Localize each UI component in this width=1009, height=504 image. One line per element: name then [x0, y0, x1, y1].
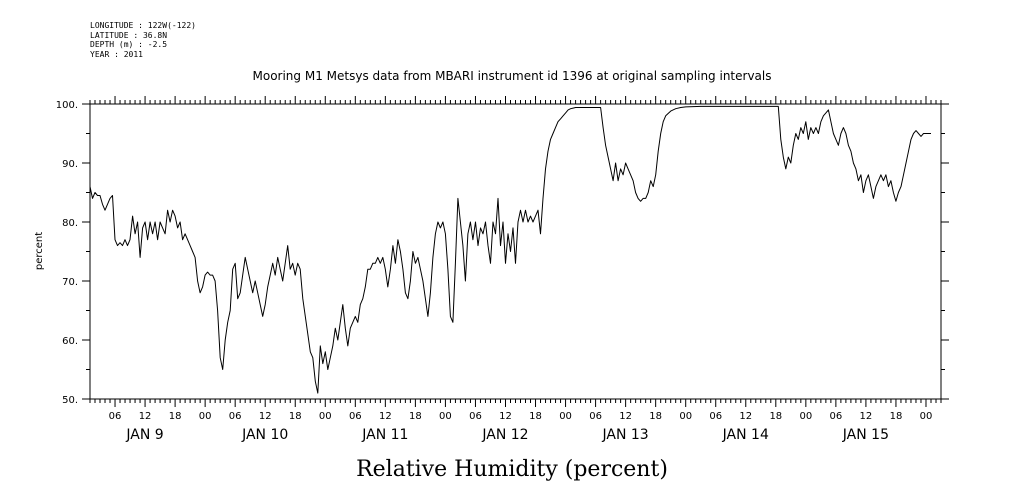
y-tick-label: 70. — [62, 277, 78, 288]
x-hour-label: 06 — [589, 411, 602, 422]
x-day-label: JAN 9 — [125, 427, 163, 443]
chart-title: Mooring M1 Metsys data from MBARI instru… — [253, 69, 772, 83]
x-hour-label: 06 — [469, 411, 482, 422]
x-hour-label: 18 — [769, 411, 782, 422]
x-hour-label: 12 — [259, 411, 272, 422]
humidity-series-line — [89, 105, 931, 394]
x-hour-label: 18 — [529, 411, 542, 422]
x-hour-label: 06 — [709, 411, 722, 422]
x-hour-label: 00 — [439, 411, 452, 422]
x-hour-label: 00 — [199, 411, 212, 422]
y-tick-label: 80. — [62, 218, 78, 229]
y-tick-label: 50. — [62, 395, 78, 406]
x-hour-label: 06 — [349, 411, 362, 422]
x-hour-label: 18 — [890, 411, 903, 422]
x-hour-label: 06 — [830, 411, 843, 422]
meta-longitude: LONGITUDE : 122W(-122) — [90, 21, 196, 30]
x-hour-label: 18 — [649, 411, 662, 422]
x-hour-label: 12 — [139, 411, 152, 422]
x-day-label: JAN 11 — [361, 427, 408, 443]
x-day-label: JAN 10 — [241, 427, 288, 443]
metadata-block: LONGITUDE : 122W(-122) LATITUDE : 36.8N … — [90, 21, 196, 59]
x-hour-label: 00 — [319, 411, 332, 422]
x-day-label: JAN 13 — [602, 427, 649, 443]
x-hour-label: 18 — [169, 411, 182, 422]
footer-label: Relative Humidity (percent) — [356, 457, 668, 482]
x-hour-label: 18 — [289, 411, 302, 422]
x-hour-label: 00 — [799, 411, 812, 422]
x-hour-label: 12 — [379, 411, 392, 422]
plot-frame — [89, 103, 942, 400]
meta-latitude: LATITUDE : 36.8N — [90, 30, 168, 40]
x-hour-label: 12 — [860, 411, 873, 422]
meta-depth: DEPTH (m) : -2.5 — [90, 40, 168, 49]
meta-year: YEAR : 2011 — [90, 49, 143, 59]
x-hour-label: 00 — [920, 411, 933, 422]
x-hour-label: 06 — [229, 411, 242, 422]
x-hour-label: 12 — [499, 411, 512, 422]
x-day-label: JAN 14 — [722, 427, 769, 443]
x-day-label: JAN 12 — [481, 427, 528, 443]
x-hour-label: 12 — [739, 411, 752, 422]
y-tick-label: 60. — [62, 336, 78, 347]
y-tick-label: 90. — [62, 159, 78, 170]
y-tick-label: 100. — [56, 100, 78, 111]
x-hour-label: 06 — [109, 411, 122, 422]
y-axis-label: percent — [34, 232, 45, 270]
x-hour-label: 12 — [619, 411, 632, 422]
x-hour-label: 00 — [559, 411, 572, 422]
x-day-label: JAN 15 — [842, 427, 889, 443]
x-hour-label: 00 — [679, 411, 692, 422]
x-hour-label: 18 — [409, 411, 422, 422]
